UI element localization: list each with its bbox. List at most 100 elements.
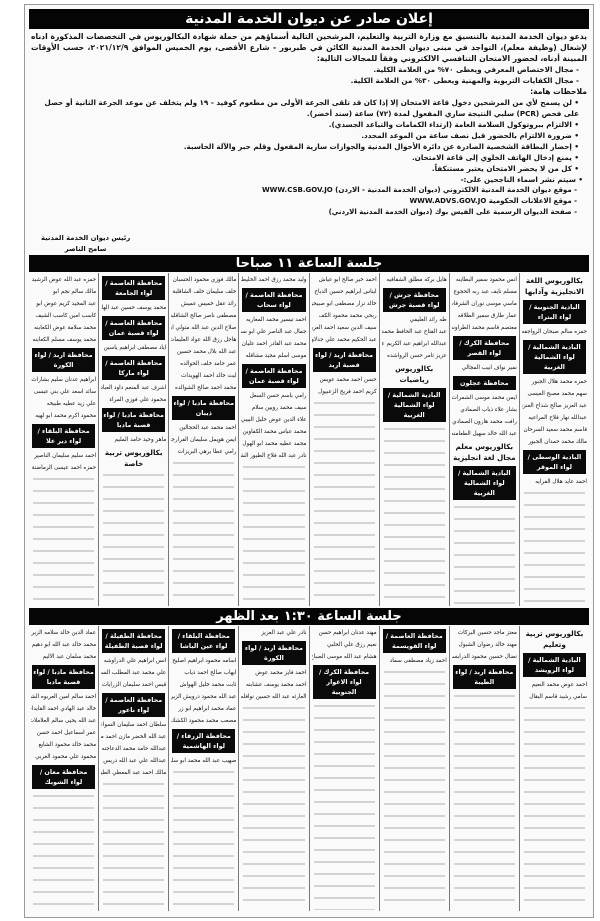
name-column: وليد محمد رزق احمد الخليط محافظة العاصمة … xyxy=(238,273,308,606)
candidate-name: عمر اسماعيل احمد حسن xyxy=(36,730,97,736)
signature-block: رئيس ديوان الخدمة المدنية سامح الناصر xyxy=(41,233,130,255)
name-column: عماد الدين خالد سلامه الزيرات محمد خالد ع… xyxy=(29,626,98,911)
illegible-text-lines xyxy=(243,462,305,605)
note-item: لن يسمح لأي من المرشحين دخول قاعة الامتح… xyxy=(39,97,579,119)
candidate-name: سهم محمد مصبح العيسى xyxy=(527,391,587,397)
note-item: ضرورة الالتزام بالحضور قبل نصف ساعة من ا… xyxy=(39,130,579,141)
specialty-heading: بكالوريوس معلم مجال لغة انجليزية xyxy=(453,442,516,462)
candidate-name: احمد سالم امين العربوه الشوابكه xyxy=(31,694,97,700)
announcement-title: إعلان صادر عن ديوان الخدمة المدنية xyxy=(29,9,589,29)
candidate-name: نضال حسين محمود الدرابسه xyxy=(451,654,517,660)
name-column: نادر علي عبد العزيز محافظة اربد / لواء ال… xyxy=(238,626,308,911)
candidate-name: ايمن محمد موسى الشمرات xyxy=(451,395,517,401)
illegible-text-lines xyxy=(453,691,515,910)
illegible-text-lines xyxy=(103,470,165,605)
candidate-name: قاسم محمد سعيد السرحان xyxy=(523,427,587,433)
note-item: يمنع إدخال الهاتف الخلوي إلى قاعة الامتح… xyxy=(39,152,579,163)
illegible-text-lines xyxy=(383,667,445,910)
candidate-name: مالك فوزي محمود الحسبان xyxy=(172,277,237,283)
session-morning-columns: بكالوريوس اللغة الانجليزية وآدابها البادي… xyxy=(29,273,589,606)
specialty-heading: بكالوريوس تربية خاصة xyxy=(104,448,163,468)
candidate-name: مصطفى ناصر صالح الشاقلبة xyxy=(171,313,237,319)
candidate-name: معتز ماجد حسين البركات xyxy=(457,630,517,636)
session-afternoon-columns: بكالوريوس تربية وتعليم البادية الشمالية /… xyxy=(29,626,589,911)
candidate-name: سيف محمد رويين سلام xyxy=(251,405,307,411)
name-column: احمد خير صالح ابو عياش ايناس ابراهيم حسين… xyxy=(308,273,379,606)
candidate-name: عماد الدين خالد سلامه الزيرات xyxy=(31,630,97,636)
candidate-name: خالد نزار مصطفى ابو صبيحون xyxy=(311,301,377,307)
specialty-heading: بكالوريوس رياضيات xyxy=(395,364,434,384)
field-item: - مجال الكفايات التربوية والمهنية ويعطى … xyxy=(350,76,579,85)
illegible-text-lines xyxy=(453,502,515,605)
candidate-name: حسن احمد محمد عويس xyxy=(319,377,377,383)
candidate-name: احمد محمد عبد الحجالين xyxy=(179,425,237,431)
candidate-name: ليث خالد احمد الهويدات xyxy=(181,373,237,379)
district-heading: محافظة العاصمة / لواء ماركا xyxy=(102,356,166,380)
name-column: مالك فوزي محمود الحسبان خلف سليمان خلف ال… xyxy=(168,273,238,606)
candidate-name: صلاح الدين عبد الله متولي ابو الهول xyxy=(171,325,237,331)
candidate-name: العارثه عبد الله حسين نوافله xyxy=(241,694,307,700)
intro-paragraph: يدعو ديوان الخدمة المدنية بالتنسيق مع وز… xyxy=(31,32,588,63)
district-heading: محافظة الطفيلة / لواء قصبة الطفيلة xyxy=(102,629,166,653)
name-column: معتز ماجد حسين البركات مهند خالد رضوان ال… xyxy=(448,626,519,911)
candidate-name: مصعب محمد محمود الكشك xyxy=(171,718,237,724)
candidate-name: ماهر وحيد حامد المليم xyxy=(114,437,167,443)
candidate-name: علاء الدين عوض خليل البيبي xyxy=(241,417,307,423)
candidate-name: خالد عبد الهادي احمد القايدات xyxy=(31,706,97,712)
note-item: كل من لا يحضر الامتحان يعتبر مستنكفاً. xyxy=(39,163,579,174)
specialty-heading: بكالوريوس اللغة الانجليزية وآدابها xyxy=(525,276,584,296)
field-item: - مجال الاختصاص المعرفي ويعطى ٧٠% من الع… xyxy=(373,65,579,74)
candidate-name: نادر عبد الله فلاح الطيور الشلالي xyxy=(241,453,307,459)
candidate-name: انس محمود سمير البطاينه xyxy=(455,277,517,283)
candidate-name: محمد خالد محمود الشايع xyxy=(38,742,97,748)
candidate-name: هاجل رزق الله عواد العليمات xyxy=(171,337,237,343)
district-heading: محافظة اربد / لواء الكورة xyxy=(242,641,306,665)
candidate-name: هايل بركه مطلق الشقاقيه xyxy=(386,277,447,283)
candidate-name: محمد يوسف مسلم الكعابنه xyxy=(32,337,97,343)
illegible-text-lines xyxy=(313,701,375,910)
district-heading: محافظة الزرقاء / لواء الهاشمية xyxy=(172,729,236,753)
district-heading: محافظة العاصمة / لواء قصبة عمان xyxy=(242,364,306,388)
name-column: انس محمود سمير البطاينه مسلم نايف عبد ربه… xyxy=(448,273,519,606)
name-column: بكالوريوس اللغة الانجليزية وآدابها البادي… xyxy=(518,273,589,606)
district-heading: البادية الشمالية / لواء الرويشد xyxy=(522,653,586,677)
name-column: حمزه عبد الله عوض الرشيد مالك سالم نجم اب… xyxy=(29,273,98,606)
candidate-name: موسى اسلم مجيد مشاقله xyxy=(245,353,307,359)
candidate-name: مالك محمد حمدان الجبور xyxy=(528,439,587,445)
candidate-name: احمد خير صالح ابو عياش xyxy=(318,277,377,283)
candidate-name: محمد عباس محمد الكفاوين xyxy=(242,429,307,435)
candidate-name: رافت محمد هارون الصمادي xyxy=(452,419,517,425)
name-column: محافظة العاصمة / لواء الجامعة محمد يوسف ح… xyxy=(98,273,168,606)
candidate-name: احمد عوض محمد النعيم xyxy=(531,682,587,688)
candidate-name: كاسب امين كاسب الشيف xyxy=(35,313,97,319)
candidate-name: مهند عدنان ابراهيم حسن xyxy=(318,630,377,636)
illegible-text-lines xyxy=(523,488,585,605)
candidate-name: انس ابراهيم علي الدراوشه xyxy=(103,658,167,664)
candidate-name: سامي رشيد قاسم البقال xyxy=(529,694,587,700)
illegible-text-lines xyxy=(103,779,165,910)
district-heading: محافظة الكرك / لواء القصر xyxy=(452,336,516,360)
illegible-text-lines xyxy=(243,703,305,910)
candidate-name: كريم احمد فريح الزعبيول xyxy=(318,389,377,395)
candidate-name: رائد عقل خميس عميش xyxy=(180,301,237,307)
candidate-name: عبدالله نهار فلاح المراعيه xyxy=(528,415,587,421)
candidate-name: رامي باسم حسن السعل xyxy=(249,393,307,399)
candidate-name: نمير نواف ابيب المجالي xyxy=(461,365,517,371)
specialty-heading: بكالوريوس تربية وتعليم xyxy=(525,629,584,649)
candidate-name: سيف الدين سعيد احمد العربي xyxy=(311,325,377,331)
name-column: هايل بركه مطلق الشقاقيه محافظة جرش / لواء… xyxy=(378,273,449,606)
candidate-name: محمود علي فوزي المراء xyxy=(109,397,167,403)
candidate-name: نادر علي عبد العزيز xyxy=(261,630,307,636)
candidate-name: عبد المجيد كريم عوض ابو xyxy=(36,301,97,307)
district-heading: محافظة معان / لواء الشوبك xyxy=(32,765,96,789)
candidate-name: مسلم نايف عبد ربه الحجوج xyxy=(453,289,517,295)
candidate-name: اياد مصطفى ابراهيم ياسين xyxy=(103,345,167,351)
candidate-name: سلطان احمد سليمان السواعير xyxy=(101,722,167,728)
candidate-name: عبد الله يحيى سالم العلاملات xyxy=(31,718,97,724)
district-heading: محافظة العاصمة / لواء قصبة عمان xyxy=(102,316,166,340)
candidate-name: عمار طارق سمير الطلاقه xyxy=(457,313,517,319)
signature-title: رئيس ديوان الخدمة المدنية xyxy=(41,234,131,242)
candidate-name: احمد زياد مصطفى سماد xyxy=(389,658,447,664)
notes-list: لن يسمح لأي من المرشحين دخول قاعة الامتح… xyxy=(25,97,593,174)
note-item: إحضار البطاقة الشخصية الصادرة عن دائرة ا… xyxy=(39,141,579,152)
